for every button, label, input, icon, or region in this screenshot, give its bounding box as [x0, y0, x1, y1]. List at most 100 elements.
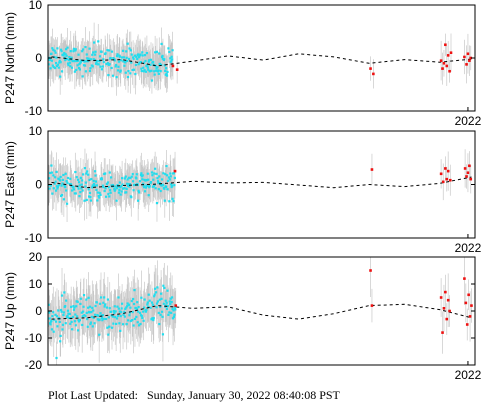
- data-point: [113, 305, 116, 308]
- data-point: [119, 329, 122, 332]
- data-point: [79, 60, 82, 64]
- data-point: [160, 292, 163, 295]
- data-point: [81, 75, 84, 78]
- data-point: [88, 305, 92, 308]
- data-point: [128, 183, 132, 186]
- data-point: [86, 60, 89, 63]
- data-point: [154, 167, 157, 170]
- x-tick-label: 2022: [455, 368, 481, 382]
- data-point: [58, 61, 61, 64]
- data-point: [149, 58, 153, 61]
- data-point: [128, 314, 131, 317]
- data-point: [65, 180, 68, 183]
- data-point: [87, 173, 90, 176]
- data-point: [105, 306, 109, 309]
- data-point: [93, 313, 97, 316]
- data-point: [59, 175, 62, 179]
- recent-point: [439, 172, 443, 176]
- data-point: [168, 311, 171, 314]
- data-point: [130, 53, 133, 56]
- data-point: [53, 49, 56, 52]
- data-point: [76, 315, 79, 318]
- data-point: [56, 185, 59, 189]
- data-point: [126, 184, 130, 187]
- data-point: [87, 296, 90, 299]
- data-point: [142, 184, 145, 187]
- data-point: [110, 326, 114, 329]
- data-point: [104, 317, 108, 321]
- data-point: [61, 178, 65, 181]
- data-point: [117, 307, 120, 310]
- data-point: [98, 333, 101, 336]
- data-point: [48, 311, 51, 314]
- data-point: [59, 179, 62, 182]
- y-tick-label: 10: [29, 0, 43, 12]
- recent-point: [467, 293, 470, 297]
- data-point: [115, 187, 119, 190]
- data-point: [169, 303, 172, 306]
- data-point: [109, 189, 112, 192]
- data-point: [153, 293, 156, 296]
- data-point: [107, 74, 110, 77]
- data-point: [112, 309, 115, 313]
- data-point: [55, 170, 58, 174]
- recent-point: [469, 56, 473, 60]
- data-point: [170, 55, 173, 58]
- data-point: [138, 311, 142, 314]
- data-point: [124, 307, 127, 310]
- data-point: [57, 66, 60, 69]
- data-point: [102, 301, 105, 304]
- data-point: [122, 56, 126, 59]
- data-point: [126, 75, 130, 79]
- recent-point: [465, 323, 469, 326]
- recent-point: [470, 304, 473, 307]
- data-point: [157, 188, 160, 191]
- data-point: [125, 50, 128, 53]
- data-point: [63, 56, 66, 59]
- data-point: [102, 317, 105, 320]
- data-point: [171, 58, 174, 61]
- y-tick-label: -10: [25, 331, 43, 345]
- data-point: [138, 61, 141, 64]
- data-point: [81, 189, 84, 192]
- data-point: [156, 66, 159, 69]
- data-point: [55, 64, 59, 68]
- data-point: [166, 289, 169, 292]
- data-point: [89, 321, 93, 324]
- data-point: [70, 305, 73, 308]
- data-point: [142, 182, 145, 185]
- data-point: [51, 192, 54, 195]
- data-point: [80, 187, 83, 190]
- y-axis-label-up: P247 Up (mm): [3, 272, 17, 350]
- data-point: [65, 189, 68, 192]
- recent-point: [442, 307, 446, 310]
- data-point: [93, 182, 96, 186]
- data-point: [62, 313, 65, 317]
- data-point: [98, 191, 101, 194]
- data-point: [163, 187, 166, 190]
- plot-area-east: [48, 148, 473, 223]
- data-point: [165, 304, 168, 307]
- data-point: [121, 187, 125, 190]
- data-point: [66, 309, 70, 312]
- data-point: [130, 175, 133, 178]
- data-point: [70, 185, 73, 188]
- data-point: [78, 184, 82, 187]
- data-point: [126, 178, 129, 181]
- data-point: [52, 174, 55, 177]
- data-point: [158, 298, 161, 301]
- data-point: [113, 58, 116, 61]
- data-point: [125, 322, 128, 326]
- y-axis-label-east: P247 East (mm): [3, 141, 17, 228]
- data-point: [121, 323, 125, 326]
- data-point: [148, 184, 151, 188]
- data-point: [119, 193, 122, 196]
- data-point: [162, 302, 165, 305]
- data-point: [98, 55, 102, 58]
- data-point: [160, 310, 164, 313]
- data-point: [136, 301, 139, 304]
- data-point: [75, 305, 78, 308]
- data-point: [112, 56, 115, 60]
- data-point: [104, 195, 108, 198]
- data-point: [160, 42, 163, 46]
